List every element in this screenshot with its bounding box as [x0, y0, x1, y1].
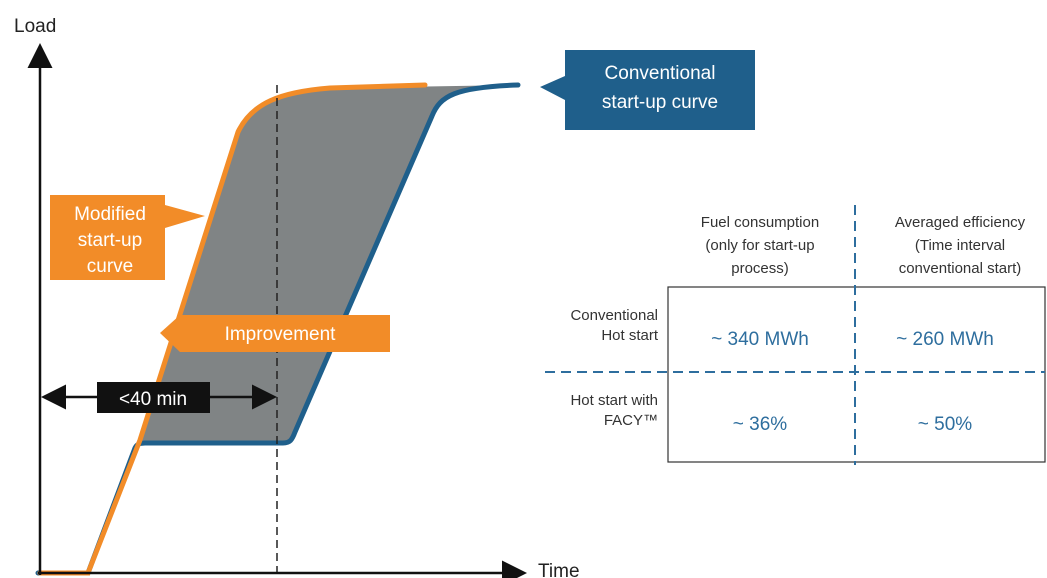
modified-callout — [50, 195, 205, 280]
improvement-callout — [160, 315, 390, 352]
table-header: Fuel consumption — [701, 214, 819, 231]
improvement-area — [140, 85, 520, 443]
table-header: (Time interval — [915, 237, 1005, 254]
table-cell: ~ 36% — [733, 414, 788, 435]
conventional-callout — [540, 50, 755, 130]
callout-text: curve — [87, 256, 133, 277]
row-label: FACY™ — [604, 412, 658, 429]
row-label: Conventional — [570, 307, 658, 324]
table-header: process) — [731, 260, 789, 277]
x-axis-label: Time — [538, 561, 580, 578]
duration-text: <40 min — [119, 389, 187, 410]
row-label: Hot start — [601, 327, 659, 344]
callout-text: Modified — [74, 204, 146, 225]
table-header: (only for start-up — [705, 237, 814, 254]
y-axis-label: Load — [14, 16, 56, 37]
table-box — [667, 286, 1046, 463]
callout-text: Improvement — [225, 324, 337, 345]
table-header: conventional start) — [899, 260, 1022, 277]
modified-curve — [37, 82, 428, 576]
table-cell: ~ 260 MWh — [896, 329, 994, 350]
callout-text: start-up — [78, 230, 142, 251]
callout-text: Conventional — [605, 63, 716, 84]
row-label: Hot start with — [570, 392, 658, 409]
table-cell: ~ 50% — [918, 414, 973, 435]
table-header: Averaged efficiency — [895, 214, 1026, 231]
table-cell: ~ 340 MWh — [711, 329, 809, 350]
duration-box — [97, 382, 210, 413]
callout-text: start-up curve — [602, 92, 718, 113]
